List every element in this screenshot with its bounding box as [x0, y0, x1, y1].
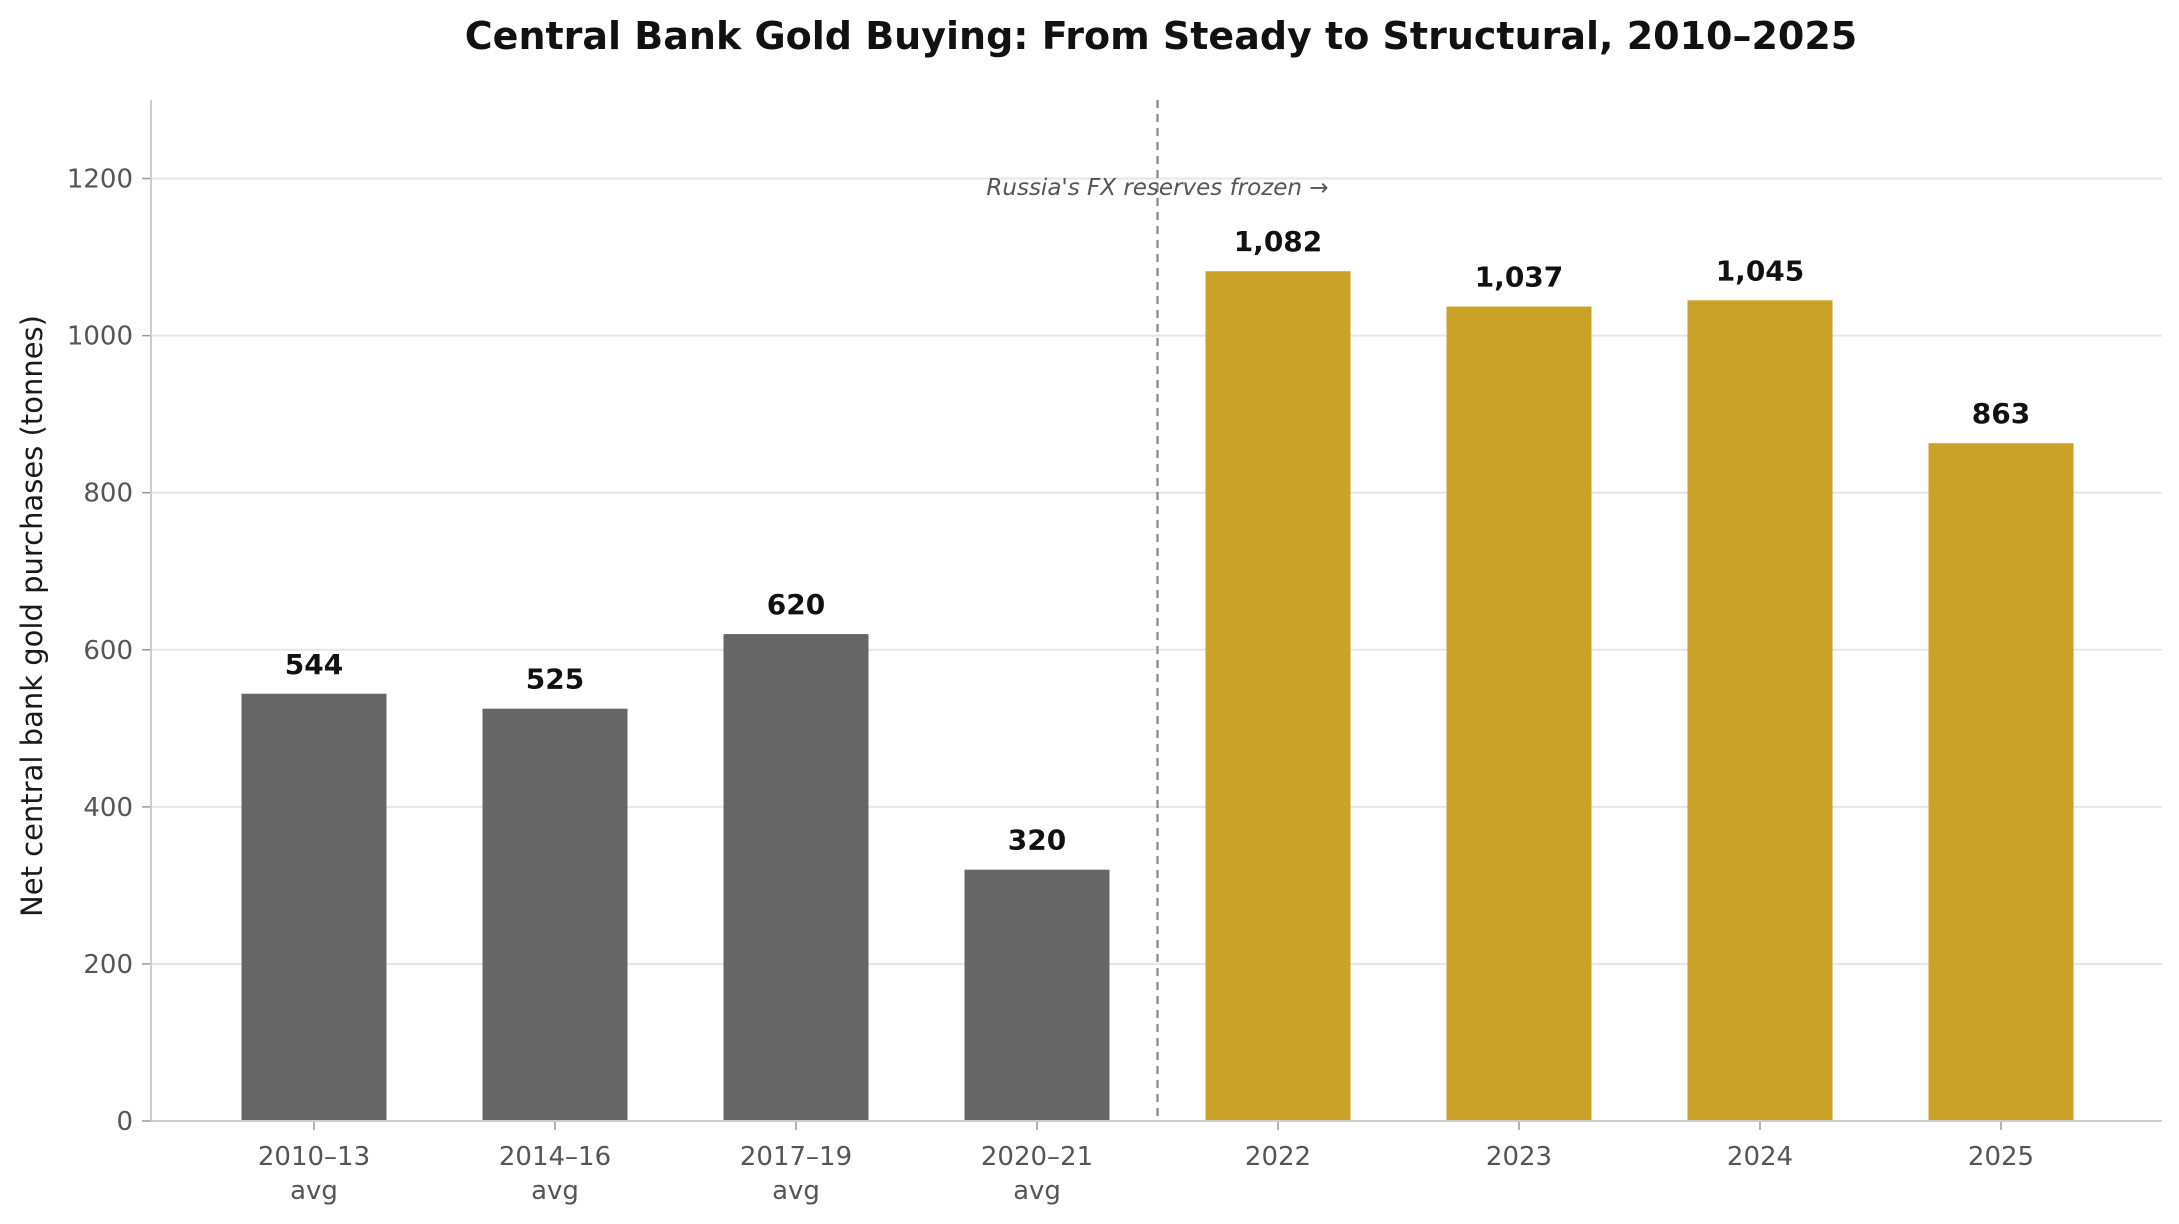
x-tick-label: 2014–16: [499, 1142, 611, 1172]
bar: [482, 708, 628, 1121]
x-tick-label: 2023: [1486, 1142, 1552, 1172]
x-tick-label: 2022: [1245, 1142, 1311, 1172]
x-tick-label: 2025: [1968, 1142, 2034, 1172]
chart-title: Central Bank Gold Buying: From Steady to…: [465, 14, 1857, 58]
y-axis-ticks: 0 200 400 600 800 1000 1200: [67, 165, 151, 1137]
bar: [1446, 306, 1592, 1121]
annotation-text: Russia's FX reserves frozen →: [986, 175, 1328, 201]
x-tick-label-line2: avg: [772, 1176, 820, 1206]
y-tick-label: 1200: [67, 165, 133, 195]
bar-value-label: 320: [1008, 824, 1066, 857]
y-axis-label: Net central bank gold purchases (tonnes): [15, 315, 49, 917]
x-tick-label: 2010–13: [258, 1142, 370, 1172]
value-labels: 544 525 620 320 1,082 1,037 1,045 863: [285, 225, 2030, 856]
x-tick-label: 2024: [1727, 1142, 1793, 1172]
axes: [150, 100, 2162, 1122]
bar: [1687, 300, 1833, 1121]
x-axis-ticks: 2010–13 avg 2014–16 avg 2017–19 avg 2020–21 avg…: [258, 1121, 2034, 1206]
x-tick-label-line2: avg: [1013, 1176, 1061, 1206]
bar-value-label: 525: [526, 663, 584, 696]
x-tick-label: 2017–19: [740, 1142, 852, 1172]
y-tick-label: 800: [83, 479, 133, 509]
x-tick-label: 2020–21: [981, 1142, 1093, 1172]
bar-value-label: 544: [285, 648, 343, 681]
bar: [241, 693, 387, 1121]
bar-value-label: 1,045: [1716, 254, 1805, 287]
bar: [1928, 443, 2074, 1121]
bar-value-label: 863: [1972, 397, 2030, 430]
bar-value-label: 1,037: [1475, 261, 1564, 294]
x-tick-label-line2: avg: [531, 1176, 579, 1206]
y-tick-label: 600: [83, 636, 133, 666]
bar-value-label: 620: [767, 588, 825, 621]
bar: [964, 869, 1110, 1121]
bar-value-label: 1,082: [1234, 225, 1323, 258]
bars: [241, 271, 2074, 1121]
y-tick-label: 400: [83, 793, 133, 823]
x-tick-label-line2: avg: [290, 1176, 338, 1206]
y-tick-label: 1000: [67, 322, 133, 352]
bar: [1205, 271, 1351, 1121]
bar: [723, 634, 869, 1121]
y-tick-label: 200: [83, 950, 133, 980]
annotation-group: Russia's FX reserves frozen →: [986, 100, 1329, 1121]
y-tick-label: 0: [116, 1107, 133, 1137]
